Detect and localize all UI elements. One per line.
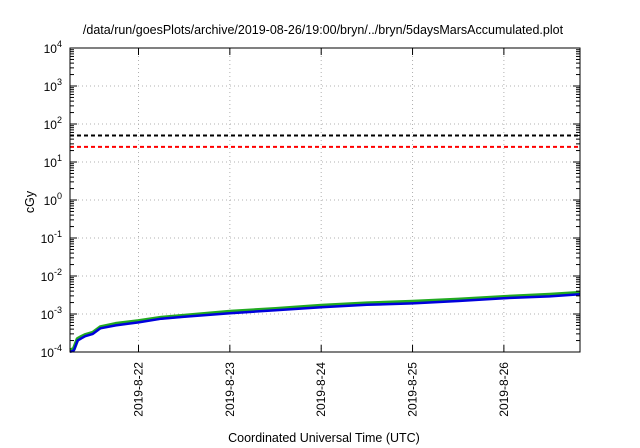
- grid: [70, 48, 580, 352]
- y-tick-label: 103: [44, 77, 62, 94]
- y-tick-label: 10-1: [41, 229, 62, 246]
- x-tick-label: 2019-8-26: [497, 362, 511, 417]
- x-tick-label: 2019-8-23: [223, 362, 237, 417]
- x-tick-label: 2019-8-24: [314, 362, 328, 417]
- reference-lines: [70, 134, 580, 148]
- y-tick-label: 101: [44, 153, 62, 170]
- y-tick-label: 104: [44, 39, 62, 56]
- x-axis-label: Coordinated Universal Time (UTC): [228, 431, 420, 445]
- chart-title: /data/run/goesPlots/archive/2019-08-26/1…: [83, 23, 564, 37]
- x-axis-ticks: 2019-8-22 2019-8-23 2019-8-24 2019-8-25 2019…: [132, 48, 511, 417]
- series-lines: [69, 290, 581, 354]
- x-tick-label: 2019-8-25: [406, 362, 420, 417]
- y-tick-label: 100: [44, 191, 62, 208]
- y-axis-ticks: 10-4 10-3 10-2 10-1 100 101 102 103 104: [41, 39, 580, 360]
- y-tick-label: 102: [44, 115, 62, 132]
- y-axis-label: cGy: [23, 190, 37, 213]
- y-tick-label: 10-3: [41, 305, 62, 322]
- series-line: [69, 293, 581, 354]
- x-tick-label: 2019-8-22: [132, 362, 146, 417]
- y-tick-label: 10-4: [41, 343, 62, 360]
- y-tick-label: 10-2: [41, 267, 62, 284]
